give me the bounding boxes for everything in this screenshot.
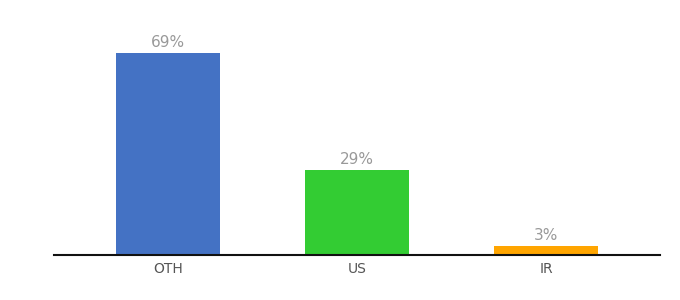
Text: 3%: 3% — [534, 228, 558, 243]
Text: 29%: 29% — [340, 152, 374, 167]
Text: 69%: 69% — [151, 35, 185, 50]
Bar — [116, 53, 220, 255]
Bar — [305, 170, 409, 255]
Bar — [494, 246, 598, 255]
